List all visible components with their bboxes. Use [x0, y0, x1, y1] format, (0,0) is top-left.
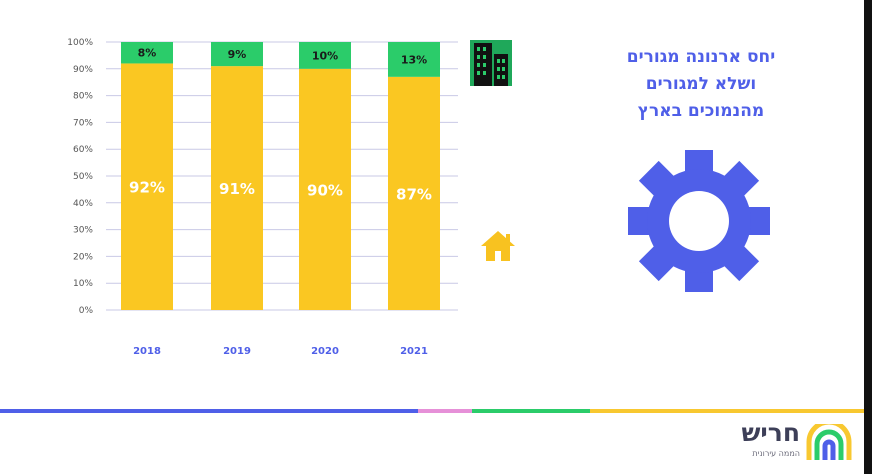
gear-icon	[628, 150, 770, 292]
home-icon	[481, 231, 515, 261]
y-tick-label: 30%	[73, 226, 93, 236]
x-tick-label: 2018	[133, 346, 161, 357]
y-tick-label: 100%	[67, 38, 93, 48]
logo-mark-icon	[806, 424, 852, 460]
heading-line-3: מהנמוכים בארץ	[637, 101, 765, 121]
bar-value-label: 91%	[219, 180, 255, 198]
chart-heading: יחס ארנונה מגורים ושלא למגורים מהנמוכים …	[592, 44, 810, 125]
bar-value-label: 92%	[129, 179, 165, 197]
y-tick-label: 10%	[73, 279, 93, 289]
bar-segment-non-residential	[121, 42, 173, 64]
bar-value-label: 8%	[138, 47, 157, 60]
bar-segment-residential	[299, 68, 351, 310]
chart-data-labels: 92% 8% 91% 9% 90% 10% 87% 13%	[129, 47, 432, 204]
bar-value-label: 87%	[396, 185, 432, 203]
bar-value-label: 10%	[312, 49, 338, 62]
footer-stripe-blue	[0, 409, 418, 413]
chart-y-axis: 0% 10% 20% 30% 40% 50% 60% 70% 80% 90% 100%	[67, 38, 93, 316]
heading-line-2: ושלא למגורים	[645, 74, 757, 94]
footer-stripe-yellow	[590, 409, 864, 413]
x-tick-label: 2021	[400, 346, 428, 357]
bar-segment-residential	[211, 66, 263, 311]
logo-name: חריש	[741, 418, 800, 447]
y-tick-label: 60%	[73, 145, 93, 155]
right-edge-border	[864, 0, 872, 474]
x-tick-label: 2020	[311, 346, 339, 357]
stacked-bar-chart: 0%10%20%30%40%50%60%70%80%90%100% 92%8%9…	[67, 38, 458, 357]
bar-value-label: 13%	[401, 53, 427, 66]
y-tick-label: 80%	[73, 92, 93, 102]
footer-stripe-pink	[418, 409, 472, 413]
building-icon	[470, 40, 512, 86]
bar-segment-non-residential	[211, 42, 263, 67]
bar-segment-non-residential	[388, 42, 440, 77]
bar-value-label: 90%	[307, 181, 343, 199]
logo-subtitle: הממה עירונית	[752, 449, 800, 458]
footer-stripe-green	[472, 409, 590, 413]
bar-segment-non-residential	[299, 42, 351, 69]
chart-x-axis: 2018 2019 2020 2021	[133, 346, 428, 357]
y-tick-label: 50%	[73, 172, 93, 182]
y-tick-label: 40%	[73, 199, 93, 209]
bar-segment-residential	[388, 76, 440, 310]
chart-bars	[121, 42, 440, 311]
bar-segment-residential	[121, 63, 173, 310]
y-tick-label: 90%	[73, 65, 93, 75]
y-tick-label: 70%	[73, 118, 93, 128]
x-tick-label: 2019	[223, 346, 251, 357]
heading-line-1: יחס ארנונה מגורים	[626, 47, 776, 67]
bar-value-label: 9%	[228, 48, 247, 61]
y-tick-label: 20%	[73, 252, 93, 262]
y-tick-label: 0%	[79, 306, 94, 316]
